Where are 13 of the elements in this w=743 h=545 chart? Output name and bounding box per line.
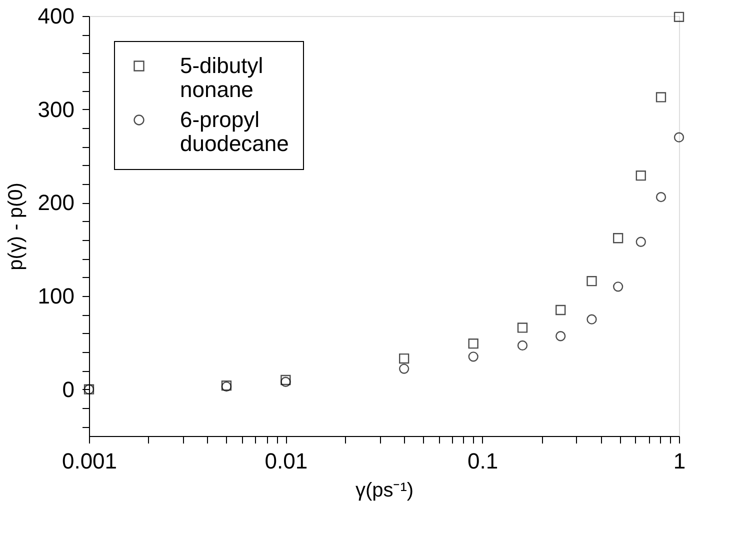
y-tick-label: 0 (62, 376, 74, 402)
legend-label: 5-dibutyl nonane (180, 53, 264, 102)
x-tick-label: 0.01 (264, 448, 308, 474)
y-tick-label: 100 (38, 284, 74, 308)
y-tick-label: 400 (38, 4, 74, 28)
y-tick-label: 200 (38, 190, 74, 216)
x-tick-label: 1 (673, 448, 686, 474)
y-tick-label: 300 (38, 96, 74, 122)
x-tick-label: 0.001 (62, 448, 118, 474)
y-axis-title: p(γ) - p(0) (4, 182, 27, 270)
legend-label: 6-propyl duodecane (180, 107, 289, 156)
x-tick-label: 0.1 (468, 448, 498, 474)
x-axis-title: γ(ps⁻¹) (355, 480, 414, 502)
